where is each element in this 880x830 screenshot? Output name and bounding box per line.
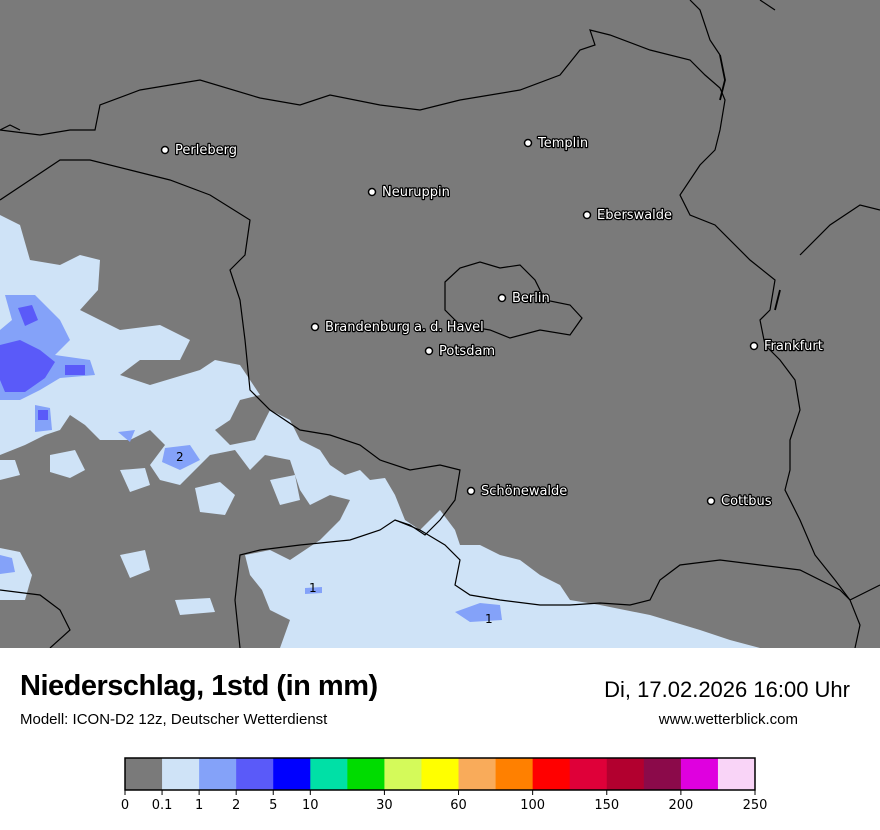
city-marker: Frankfurt (749, 338, 824, 355)
map-title: Niederschlag, 1std (in mm) (20, 670, 378, 702)
legend-tick-label: 100 (520, 798, 545, 813)
contour-label: 1 (485, 612, 493, 626)
legend-swatch (199, 758, 237, 790)
legend-tick-label: 30 (376, 798, 393, 813)
city-label: Frankfurt (764, 339, 823, 354)
city-dot (367, 187, 377, 197)
legend-swatch (495, 758, 534, 790)
legend-swatch (347, 758, 385, 790)
legend-tick-label: 1 (195, 798, 203, 813)
precipitation-heavy (0, 305, 85, 420)
legend-swatch (569, 758, 608, 790)
city-marker: Schönewalde (466, 483, 569, 500)
legend-swatch (680, 758, 719, 790)
legend-tick-label: 2 (232, 798, 240, 813)
legend-tick-label: 200 (668, 798, 693, 813)
legend-swatch (162, 758, 200, 790)
legend-swatch (384, 758, 422, 790)
legend-swatch (273, 758, 311, 790)
legend-tick-label: 60 (450, 798, 467, 813)
city-label: Schönewalde (481, 484, 567, 499)
legend-swatch (421, 758, 460, 790)
city-label: Templin (537, 136, 588, 151)
legend-swatch (310, 758, 348, 790)
forecast-datetime: Di, 17.02.2026 16:00 Uhr (604, 677, 850, 702)
contour-label: 1 (309, 581, 317, 595)
website-link[interactable]: www.wetterblick.com (658, 711, 798, 728)
legend-swatch (125, 758, 163, 790)
legend-swatch (717, 758, 756, 790)
precipitation-map: Perleberg Neuruppin Templin Eberswalde Berli… (0, 0, 880, 648)
legend-swatch (532, 758, 571, 790)
legend-tick-label: 0.1 (152, 798, 173, 813)
city-label: Neuruppin (382, 185, 450, 200)
city-dot (706, 496, 716, 506)
legend-swatch (236, 758, 274, 790)
city-label: Perleberg (175, 143, 237, 158)
city-dot (160, 145, 170, 155)
city-marker: Eberswalde (582, 207, 673, 224)
legend-tick-label: 10 (302, 798, 319, 813)
legend-swatch (458, 758, 497, 790)
city-marker: Perleberg (160, 142, 238, 159)
city-dot (424, 346, 434, 356)
city-marker: Neuruppin (367, 184, 451, 201)
city-marker: Cottbus (706, 493, 773, 510)
legend-tick-label: 0 (121, 798, 129, 813)
city-dot (466, 486, 476, 496)
city-label: Eberswalde (597, 208, 672, 223)
model-subtitle: Modell: ICON-D2 12z, Deutscher Wetterdie… (20, 711, 328, 728)
city-marker: Potsdam (424, 343, 496, 360)
legend-tick-label: 5 (269, 798, 277, 813)
city-label: Berlin (512, 291, 550, 306)
city-marker: Templin (523, 135, 589, 152)
contour-label: 2 (176, 450, 184, 464)
city-marker: Berlin (497, 290, 551, 307)
city-label: Cottbus (721, 494, 772, 509)
city-marker: Brandenburg a. d. Havel (310, 319, 485, 336)
city-dot (749, 341, 759, 351)
color-legend: 0 0.1 1 2 5 10 30 60 100 150 200 250 (121, 757, 768, 813)
coastline (719, 54, 781, 311)
precipitation-light (0, 215, 760, 648)
legend-swatch (606, 758, 645, 790)
borders (0, 0, 880, 648)
city-dot (497, 293, 507, 303)
legend-tick-label: 250 (743, 798, 768, 813)
legend-frame (124, 757, 756, 791)
city-dot (582, 210, 592, 220)
city-dot (310, 322, 320, 332)
legend-swatch (643, 758, 682, 790)
city-dot (523, 138, 533, 148)
city-label: Brandenburg a. d. Havel (325, 320, 484, 335)
legend-tick-label: 150 (594, 798, 619, 813)
city-label: Potsdam (439, 344, 495, 359)
